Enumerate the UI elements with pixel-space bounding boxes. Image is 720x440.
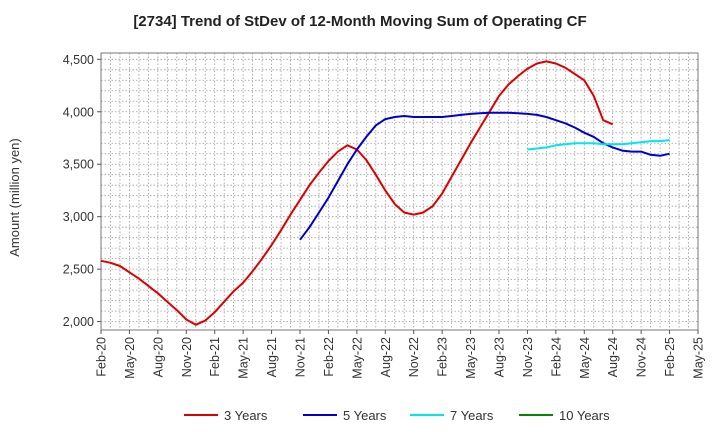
legend-label: 3 Years [224,408,268,423]
x-tick-label: Nov-20 [180,337,194,377]
x-tick-label: Aug-22 [379,337,393,377]
x-tick-label: Aug-20 [151,337,165,377]
x-tick-label: May-24 [578,337,592,379]
x-tick-label: Aug-23 [493,337,507,377]
legend: 3 Years 5 Years 7 Years 10 Years [184,408,610,423]
x-tick-label: May-20 [123,337,137,379]
chart-title: [2734] Trend of StDev of 12-Month Moving… [133,13,586,30]
x-tick-label: Nov-21 [294,337,308,377]
x-tick-label: May-22 [350,337,364,379]
y-tick-label: 4,000 [63,105,94,119]
y-axis: 2,000 2,500 3,000 3,500 4,000 4,500 [63,53,101,329]
legend-label: 5 Years [343,408,387,423]
x-tick-label: Feb-23 [436,337,450,377]
x-tick-label: Aug-21 [265,337,279,377]
x-tick-label: Feb-25 [663,337,677,377]
x-tick-label: May-25 [692,337,706,379]
legend-label: 7 Years [450,408,494,423]
x-tick-label: Feb-24 [549,337,563,377]
y-tick-label: 2,000 [63,315,94,329]
y-tick-label: 2,500 [63,263,94,277]
x-axis: Feb-20 May-20 Aug-20 Nov-20 Feb-21 May-21 Aug-… [95,330,706,379]
x-tick-label: Feb-22 [322,337,336,377]
x-tick-label: Feb-20 [95,337,109,377]
grid [100,53,699,330]
series-line-2 [299,111,670,241]
x-tick-label: Nov-24 [635,337,649,377]
x-tick-label: May-23 [464,337,478,379]
series-lines [100,60,670,326]
x-tick-label: Feb-21 [208,337,222,377]
x-tick-label: Aug-24 [606,337,620,377]
x-tick-label: May-21 [237,337,251,379]
series-line-3 [527,139,670,151]
y-axis-label: Amount (million yen) [7,138,22,257]
y-tick-label: 3,000 [63,210,94,224]
x-tick-label: Nov-22 [407,337,421,377]
y-tick-label: 4,500 [63,53,94,67]
x-tick-label: Nov-23 [521,337,535,377]
legend-label: 10 Years [559,408,610,423]
plot-area [100,52,699,331]
y-tick-label: 3,500 [63,158,94,172]
